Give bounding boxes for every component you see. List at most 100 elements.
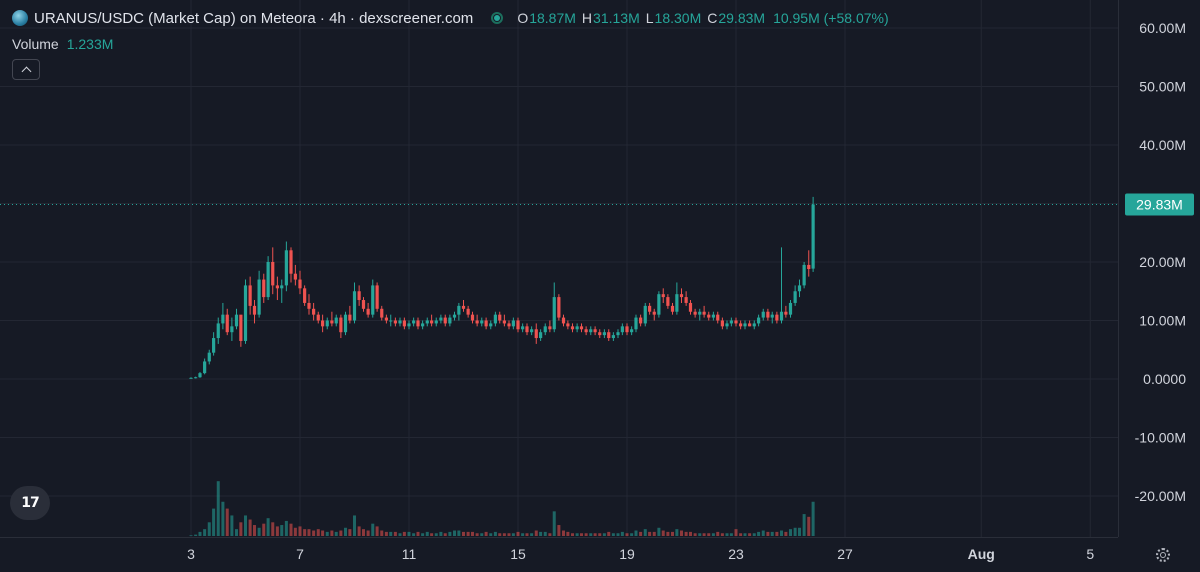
volume-bar xyxy=(325,531,329,536)
candle-body xyxy=(739,323,743,327)
candle xyxy=(234,308,239,330)
candle xyxy=(716,311,720,324)
candle-body xyxy=(611,335,615,339)
time-axis[interactable]: 3 7 11 15 19 23 27 Aug 5 xyxy=(0,537,1118,563)
candle xyxy=(693,308,697,318)
candle-body xyxy=(639,317,643,324)
candle-body xyxy=(466,308,470,315)
candle xyxy=(230,317,234,341)
candle xyxy=(593,326,597,336)
chart-legend: URANUS/USDC (Market Cap) on Meteora · 4h… xyxy=(12,8,889,28)
volume-bar xyxy=(807,516,811,536)
candle xyxy=(698,308,702,321)
candle-body xyxy=(525,326,529,333)
volume-bar xyxy=(453,530,457,536)
tradingview-logo-icon[interactable]: 17 xyxy=(10,486,50,520)
candle-body xyxy=(298,279,302,289)
volume-bar xyxy=(557,525,561,536)
candle xyxy=(293,264,297,286)
volume-bar xyxy=(484,531,488,536)
candle-body xyxy=(334,317,338,324)
volume-bar xyxy=(266,518,270,536)
price-tick-label: 10.00M xyxy=(1139,313,1186,329)
volume-bar xyxy=(630,533,634,536)
volume-bar xyxy=(593,533,597,536)
candle xyxy=(266,256,270,301)
candle xyxy=(811,196,815,272)
volume-bar xyxy=(462,531,465,536)
volume-bar xyxy=(334,531,338,536)
volume-bar xyxy=(348,529,352,536)
candle-body xyxy=(507,323,511,327)
candle xyxy=(539,329,543,341)
candle xyxy=(502,314,506,327)
candle-body xyxy=(693,311,697,315)
candle xyxy=(216,317,220,344)
candle-body xyxy=(734,320,738,324)
uranus-token-icon xyxy=(12,10,28,26)
volume-bar xyxy=(775,531,779,536)
candle-body xyxy=(330,320,334,324)
candle-body xyxy=(616,332,620,336)
candle xyxy=(321,314,325,333)
volume-bar xyxy=(507,533,511,536)
volume-bar xyxy=(711,533,715,536)
volume-bar xyxy=(303,529,307,536)
volume-bar xyxy=(502,533,506,536)
volume-bar xyxy=(425,531,429,536)
candle xyxy=(348,305,352,324)
candle-body xyxy=(398,320,402,324)
chart-settings-button[interactable] xyxy=(1153,545,1173,565)
volume-bar xyxy=(671,531,675,536)
candle xyxy=(371,279,375,318)
volume-bar xyxy=(716,531,720,536)
candle xyxy=(343,311,348,336)
price-axis[interactable]: 60.00M50.00M40.00M30.00M20.00M10.00M0.00… xyxy=(1118,0,1195,537)
candle xyxy=(666,294,670,309)
candle xyxy=(570,323,575,333)
volume-bar xyxy=(784,531,788,536)
candle-body xyxy=(248,285,252,306)
candle-body xyxy=(807,264,811,270)
volume-bar xyxy=(375,526,379,536)
volume-bar xyxy=(725,533,729,536)
volume-bar xyxy=(466,531,470,536)
volume-bar xyxy=(761,530,765,536)
volume-bar xyxy=(552,511,556,536)
candle-body xyxy=(393,320,397,324)
volume-bar xyxy=(584,533,588,536)
volume-bar xyxy=(652,531,656,536)
volume-bar xyxy=(207,522,211,536)
candle-body xyxy=(262,279,266,298)
candle-body xyxy=(679,294,684,298)
candle xyxy=(579,323,584,333)
candle-body xyxy=(579,326,584,330)
candle xyxy=(339,314,343,339)
volume-bar xyxy=(489,533,493,536)
candle xyxy=(770,311,774,324)
collapse-legend-button[interactable] xyxy=(12,59,40,80)
volume-bar xyxy=(566,531,570,536)
high-value: 31.13M xyxy=(593,10,640,26)
candle-body xyxy=(389,320,393,322)
volume-bar xyxy=(430,533,434,536)
candle xyxy=(684,291,688,306)
candle xyxy=(630,326,634,336)
candle xyxy=(448,314,452,327)
chart-title: URANUS/USDC (Market Cap) on Meteora · 4h… xyxy=(34,9,474,27)
volume-bar xyxy=(543,531,547,536)
time-tick-label: 23 xyxy=(728,546,744,562)
candle xyxy=(357,285,361,306)
candle-body xyxy=(307,302,311,309)
candle xyxy=(275,276,279,301)
volume-bar xyxy=(457,530,461,536)
candle-body xyxy=(384,317,388,321)
candle xyxy=(720,317,724,330)
candle-body xyxy=(630,329,634,333)
candle-body xyxy=(552,297,556,330)
candle xyxy=(643,302,647,327)
volume-bar xyxy=(643,529,647,536)
candle xyxy=(434,317,438,327)
candle xyxy=(739,320,743,330)
